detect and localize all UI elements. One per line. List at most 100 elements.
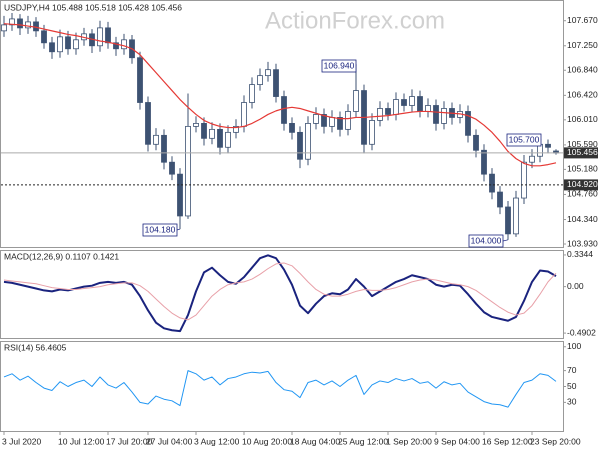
x-tick-label: 16 Sep 12:00 (482, 436, 533, 446)
candle-body (281, 96, 287, 124)
x-tick-label: 9 Sep 04:00 (434, 436, 480, 446)
y-tick-label: -0.4902 (567, 327, 596, 337)
candle-body (161, 134, 167, 163)
y-tick-label: 105.590 (567, 139, 598, 149)
y-tick-label: 107.670 (567, 15, 598, 25)
y-tick-label: 0.3344 (567, 249, 593, 259)
candle-body (193, 123, 199, 127)
x-tick-label: 10 Aug 20:00 (242, 436, 292, 446)
candle-body (473, 134, 479, 151)
x-tick-label: 10 Jul 12:00 (58, 436, 105, 446)
candle-body (489, 173, 495, 193)
price-label: 104.920 (567, 179, 598, 189)
y-tick-label: 30 (567, 397, 577, 407)
candle-body (433, 105, 439, 124)
candle-body (409, 96, 415, 106)
annotation: 104.180 (145, 224, 176, 234)
series-line (3, 262, 557, 321)
annotation-box (506, 133, 542, 147)
candle-body (369, 120, 375, 145)
rsi-title: RSI(14) 56.4605 (4, 342, 67, 352)
y-tick-label: 103.930 (567, 238, 598, 248)
x-tick-label: 3 Jul 2020 (2, 436, 41, 446)
x-tick-label: 27 Jul 04:00 (146, 436, 193, 446)
candle-body (121, 39, 127, 50)
candle-body (169, 161, 175, 175)
watermark: ActionForex.com (265, 7, 445, 34)
x-tick-label: 23 Sep 20:00 (530, 436, 581, 446)
candle-body (41, 30, 47, 44)
price-panel (0, 0, 564, 248)
candle-body (417, 96, 423, 112)
candle-body (233, 125, 239, 133)
candle-body (249, 84, 255, 103)
candle-body (521, 161, 527, 199)
annotation: 106.940 (324, 60, 355, 70)
candle-body (1, 24, 7, 32)
candle-body (289, 123, 295, 133)
candle-body (273, 69, 279, 97)
y-tick-label: 104.340 (567, 214, 598, 224)
candle-body (529, 155, 535, 163)
series-line (3, 23, 557, 167)
y-tick-label: 0.00 (567, 281, 584, 291)
price-box (564, 147, 598, 159)
candle-body (297, 131, 303, 160)
candle-body (145, 102, 151, 145)
x-tick-label: 3 Aug 12:00 (194, 436, 240, 446)
candle-body (153, 134, 159, 145)
y-tick-label: 106.010 (567, 114, 598, 124)
annotation: 104.000 (471, 235, 502, 245)
candle-body (337, 117, 343, 130)
candle-body (17, 18, 23, 29)
annotation: 105.700 (509, 134, 540, 144)
x-tick-label: 17 Jul 20:00 (106, 436, 153, 446)
candle-body (217, 128, 223, 148)
annotation-box (142, 223, 178, 237)
candle-body (73, 39, 79, 50)
candle-body (225, 131, 231, 148)
candle-body (353, 90, 359, 112)
rsi-panel (0, 341, 564, 432)
candle-body (345, 111, 351, 130)
candle-body (377, 108, 383, 121)
y-tick-label: 106.420 (567, 90, 598, 100)
y-tick-label: 106.840 (567, 65, 598, 75)
candle-body (465, 111, 471, 136)
candle-body (185, 125, 191, 217)
candle-body (385, 108, 391, 115)
x-tick-label: 18 Aug 04:00 (290, 436, 340, 446)
candle-body (321, 114, 327, 127)
candle-body (65, 36, 71, 50)
candle-body (425, 105, 431, 112)
candle-body (33, 21, 39, 32)
candle-body (313, 114, 319, 124)
candle-body (25, 21, 31, 29)
candle-body (257, 75, 263, 85)
candle-body (57, 36, 63, 53)
candle-body (241, 102, 247, 127)
candle-body (305, 123, 311, 160)
candle-body (393, 99, 399, 115)
candle-body (97, 27, 103, 47)
candle-body (329, 117, 335, 127)
y-tick-label: 70 (567, 365, 577, 375)
annotation-box (468, 234, 504, 248)
candle-body (401, 99, 407, 106)
y-tick-label: 50 (567, 381, 577, 391)
candle-body (513, 197, 519, 235)
annotation-leader (502, 239, 509, 242)
annotation-leader (176, 228, 181, 231)
macd-panel (0, 250, 564, 339)
series-line (3, 370, 557, 408)
candle-body (441, 108, 447, 124)
series-line (3, 254, 557, 333)
candle-body (105, 27, 111, 44)
y-tick-label: 104.760 (567, 189, 598, 199)
chart-title: USDJPY,H4 105.488 105.518 105.428 105.45… (4, 2, 182, 12)
candle-body (209, 128, 215, 139)
price-label: 105.456 (567, 147, 598, 157)
y-tick-label: 107.250 (567, 40, 598, 50)
candle-body (137, 57, 143, 103)
